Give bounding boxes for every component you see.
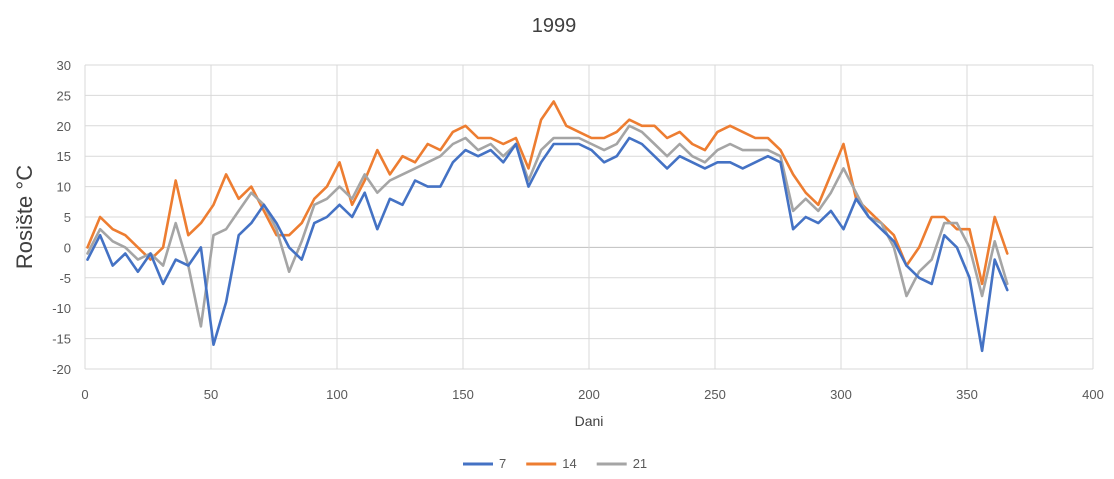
series-layer [86, 100, 1009, 353]
grid-layer [84, 64, 1094, 370]
x-tick-label: 100 [326, 387, 348, 402]
x-tick-label: 250 [704, 387, 726, 402]
y-tick-label: 20 [57, 119, 71, 134]
y-tick-label: -5 [59, 271, 71, 286]
y-tick-label: 0 [64, 240, 71, 255]
y-axis-title: Rosište °C [12, 165, 37, 269]
y-tick-label: 15 [57, 149, 71, 164]
series-line-7 [86, 136, 1009, 353]
x-tick-label: 150 [452, 387, 474, 402]
x-axis-title: Dani [575, 413, 604, 429]
legend: 7 14 21 [463, 456, 647, 471]
y-tick-label: -10 [52, 301, 71, 316]
y-tick-label: 10 [57, 180, 71, 195]
series-line-14 [86, 100, 1009, 286]
chart-title: 1999 [532, 15, 577, 37]
x-tick-label: 400 [1082, 387, 1104, 402]
y-tick-label: -20 [52, 362, 71, 377]
series-line-21 [86, 124, 1009, 328]
x-tick-label: 200 [578, 387, 600, 402]
legend-label-14: 14 [562, 456, 576, 471]
y-tick-labels: -20 -15 -10 -5 0 5 10 15 20 25 30 [52, 58, 71, 377]
x-tick-labels: 0 50 100 150 200 250 300 350 400 [81, 387, 1103, 402]
legend-label-21: 21 [633, 456, 647, 471]
x-tick-label: 300 [830, 387, 852, 402]
x-tick-label: 0 [81, 387, 88, 402]
y-tick-label: 25 [57, 88, 71, 103]
y-tick-label: 30 [57, 58, 71, 73]
y-tick-label: -15 [52, 332, 71, 347]
x-tick-label: 350 [956, 387, 978, 402]
y-tick-label: 5 [64, 210, 71, 225]
legend-label-7: 7 [499, 456, 506, 471]
x-tick-label: 50 [204, 387, 218, 402]
